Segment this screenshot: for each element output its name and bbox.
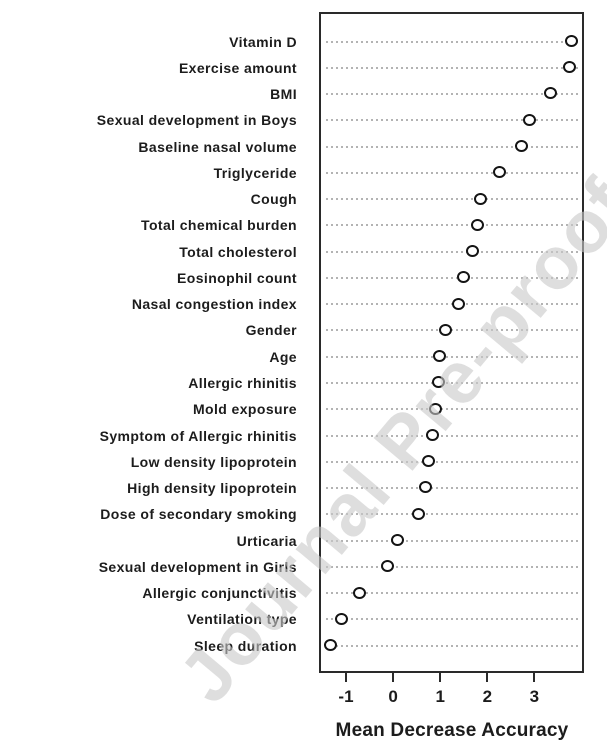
category-label: Sleep duration xyxy=(194,637,297,654)
category-label: High density lipoprotein xyxy=(127,480,297,497)
x-axis-tick-mark xyxy=(439,673,442,682)
grid-line xyxy=(326,460,578,463)
data-point-marker xyxy=(456,271,470,284)
grid-line xyxy=(326,408,578,411)
grid-line xyxy=(326,644,578,647)
grid-line xyxy=(326,565,578,568)
data-point-marker xyxy=(433,350,447,363)
data-point-marker xyxy=(515,139,529,152)
data-point-marker xyxy=(523,113,537,126)
data-point-marker xyxy=(426,428,440,441)
grid-line xyxy=(326,303,578,306)
x-axis-tick-label: 3 xyxy=(529,687,540,706)
grid-line xyxy=(326,382,578,384)
x-axis-tick-label: 0 xyxy=(388,687,398,706)
data-point-marker xyxy=(380,560,394,573)
grid-line xyxy=(326,145,578,148)
category-label: Urticaria xyxy=(236,532,297,549)
category-label: Dose of secondary smoking xyxy=(100,506,297,523)
data-point-marker xyxy=(422,455,436,468)
data-point-marker xyxy=(466,245,480,258)
data-point-marker xyxy=(429,402,443,415)
grid-line xyxy=(326,224,578,227)
grid-line xyxy=(326,119,578,122)
category-label: Sexual development in Boys xyxy=(96,112,297,129)
category-label: Gender xyxy=(245,322,297,339)
category-label: Eosinophil count xyxy=(177,269,297,286)
grid-line xyxy=(326,618,578,621)
category-label: Triglyceride xyxy=(213,164,297,181)
category-label: BMI xyxy=(270,86,297,103)
x-axis-tick-mark xyxy=(533,673,536,682)
data-point-marker xyxy=(563,61,577,74)
category-label: Symptom of Allergic rhinitis xyxy=(99,427,297,444)
data-point-marker xyxy=(412,507,426,520)
x-axis-tick-mark xyxy=(392,673,395,682)
category-label: Nasal congestion index xyxy=(131,296,297,313)
category-label: Vitamin D xyxy=(229,33,297,50)
data-point-marker xyxy=(323,639,337,652)
x-axis-tick-label: 1 xyxy=(435,687,445,706)
grid-line xyxy=(326,66,578,69)
category-label: Exercise amount xyxy=(178,59,297,76)
category-label: Age xyxy=(269,348,297,365)
category-label: Low density lipoprotein xyxy=(130,453,297,470)
grid-line xyxy=(326,276,578,279)
x-axis-title: Mean Decrease Accuracy xyxy=(335,720,569,741)
grid-line xyxy=(326,198,578,201)
x-axis-tick-label: 2 xyxy=(482,687,493,706)
grid-line xyxy=(326,171,578,174)
data-point-marker xyxy=(564,34,578,47)
data-point-marker xyxy=(391,534,405,547)
category-label: Sexual development in Girls xyxy=(98,558,297,575)
data-point-marker xyxy=(452,297,466,310)
category-label: Total chemical burden xyxy=(141,217,297,234)
data-point-marker xyxy=(432,376,446,389)
data-point-marker xyxy=(474,192,488,205)
category-label: Baseline nasal volume xyxy=(138,138,297,155)
category-label: Mold exposure xyxy=(193,401,297,418)
data-point-marker xyxy=(544,87,558,100)
grid-line xyxy=(326,592,578,595)
data-point-marker xyxy=(439,323,453,336)
data-point-marker xyxy=(492,166,506,179)
grid-line xyxy=(326,539,578,542)
plot-area xyxy=(319,12,584,673)
grid-line xyxy=(326,487,578,490)
data-point-marker xyxy=(470,218,484,231)
x-axis-tick-label: -1 xyxy=(338,687,354,706)
data-point-marker xyxy=(419,481,433,494)
x-axis-tick-mark xyxy=(344,673,347,682)
grid-line xyxy=(326,329,578,332)
grid-line xyxy=(326,355,578,358)
grid-line xyxy=(326,250,578,253)
category-label: Allergic rhinitis xyxy=(188,375,297,391)
category-label: Ventilation type xyxy=(187,611,297,628)
data-point-marker xyxy=(335,612,349,625)
category-label: Allergic conjunctivitis xyxy=(142,585,297,602)
grid-line xyxy=(326,434,578,437)
data-point-marker xyxy=(352,586,366,599)
category-label: Total cholesterol xyxy=(179,243,297,260)
x-axis-tick-mark xyxy=(486,673,489,682)
category-label: Cough xyxy=(250,191,297,208)
grid-line xyxy=(326,93,578,96)
grid-line xyxy=(326,513,578,516)
grid-line xyxy=(326,40,578,43)
